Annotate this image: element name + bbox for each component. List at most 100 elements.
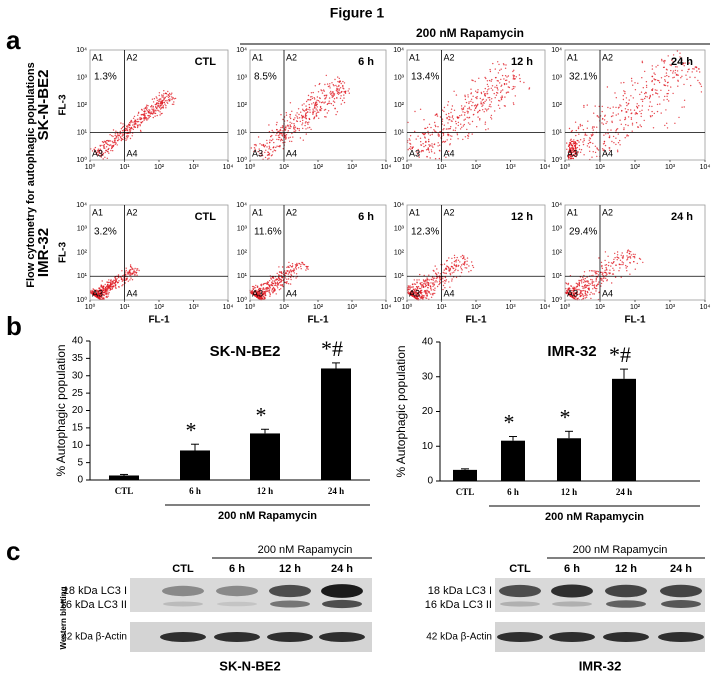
dot xyxy=(615,106,617,109)
y-tick-label: 10⁴ xyxy=(236,202,247,209)
dot xyxy=(287,273,289,275)
dot xyxy=(672,70,675,72)
dot xyxy=(616,254,619,256)
dot xyxy=(651,65,653,67)
dot xyxy=(491,85,494,87)
dot xyxy=(640,112,642,115)
dot-cloud xyxy=(406,61,531,160)
dot xyxy=(146,118,148,120)
dot xyxy=(296,264,298,266)
dot xyxy=(125,267,127,269)
dot xyxy=(410,286,412,288)
dot xyxy=(504,67,507,70)
dot xyxy=(480,91,482,94)
dot xyxy=(460,114,463,116)
dot xyxy=(280,138,283,141)
dot xyxy=(295,268,298,270)
dot xyxy=(143,119,145,121)
y-tick-label: 10⁴ xyxy=(236,47,247,54)
dot xyxy=(417,297,419,300)
dot xyxy=(434,289,436,291)
dot xyxy=(641,77,643,79)
dot xyxy=(583,271,586,273)
dot xyxy=(312,108,314,110)
dot xyxy=(619,144,621,146)
dot xyxy=(426,282,428,284)
dot xyxy=(155,109,157,111)
axis-label: FL-1 xyxy=(624,315,646,326)
dot xyxy=(490,114,493,117)
dot xyxy=(158,100,160,103)
dot xyxy=(498,63,500,66)
dot xyxy=(148,110,150,113)
dot xyxy=(279,128,282,131)
dot xyxy=(623,81,625,84)
dot xyxy=(640,125,642,128)
dot xyxy=(632,256,634,258)
dot xyxy=(465,101,468,104)
dot xyxy=(341,99,344,102)
dot xyxy=(110,144,112,146)
dot xyxy=(435,125,437,128)
dot xyxy=(443,110,445,113)
dot xyxy=(482,109,484,111)
dot xyxy=(420,144,423,146)
dot xyxy=(99,145,102,147)
dot xyxy=(498,99,500,102)
x-tick-label: 10¹ xyxy=(436,164,447,171)
dot xyxy=(168,95,171,98)
dot xyxy=(430,282,432,284)
dot xyxy=(613,142,615,144)
dot xyxy=(126,138,128,140)
dot xyxy=(342,84,344,87)
treatment-label: 200 nM Rapamycin xyxy=(258,544,353,556)
dot xyxy=(256,294,258,296)
dot xyxy=(319,109,321,111)
dot xyxy=(263,298,266,300)
dot xyxy=(285,134,288,136)
dot xyxy=(668,75,670,78)
dot xyxy=(285,114,288,116)
dot xyxy=(117,137,119,139)
dot xyxy=(630,254,632,256)
dot xyxy=(130,273,132,275)
quadrant-label: A2 xyxy=(127,207,138,217)
dot xyxy=(657,79,659,82)
dot xyxy=(439,273,442,275)
dot xyxy=(280,114,282,116)
dot xyxy=(600,285,602,287)
dot xyxy=(630,118,633,121)
dot xyxy=(96,151,98,153)
dot xyxy=(472,95,474,98)
dot xyxy=(263,295,265,298)
x-tick-label: 10³ xyxy=(505,164,516,171)
dot xyxy=(340,82,342,85)
chart-title: SK-N-BE2 xyxy=(210,343,281,360)
dot xyxy=(313,116,316,118)
dot xyxy=(648,97,651,100)
dot xyxy=(276,121,278,124)
dot xyxy=(645,86,648,89)
dot xyxy=(421,132,424,135)
dot xyxy=(162,105,165,107)
quadrant-label: A1 xyxy=(409,52,420,62)
dot xyxy=(512,74,514,76)
dot xyxy=(339,92,341,95)
dot xyxy=(92,293,94,296)
dot xyxy=(171,103,174,106)
dot xyxy=(443,263,446,265)
dot xyxy=(336,86,338,88)
dot xyxy=(262,143,265,146)
dot xyxy=(286,266,288,269)
dot xyxy=(329,83,331,85)
dot xyxy=(284,135,287,137)
dot xyxy=(104,288,106,290)
dot xyxy=(314,85,316,87)
dot xyxy=(651,110,653,113)
dot xyxy=(656,110,659,113)
x-tick-label: 10⁴ xyxy=(700,304,711,311)
dot xyxy=(499,91,502,94)
dot xyxy=(579,279,581,282)
dot xyxy=(660,89,662,92)
dot xyxy=(276,138,278,141)
